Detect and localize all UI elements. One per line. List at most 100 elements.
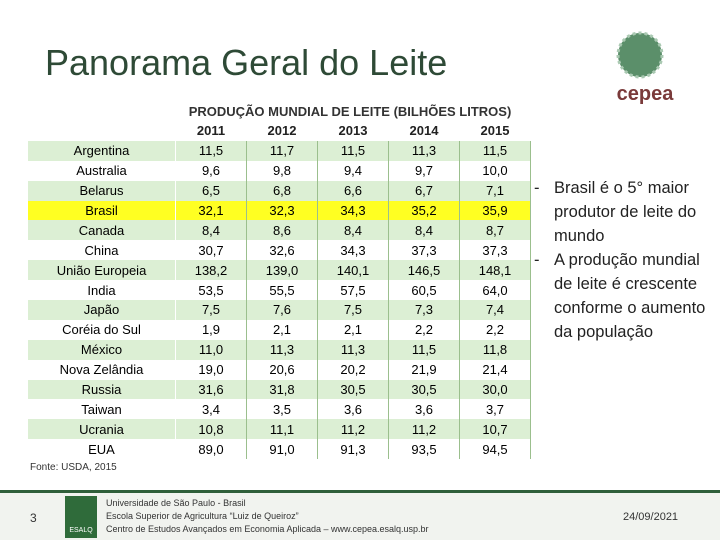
value-cell: 30,0: [459, 379, 531, 400]
value-cell: 19,0: [175, 359, 247, 380]
value-cell: 9,7: [388, 160, 460, 181]
value-cell: 148,1: [459, 260, 531, 281]
value-cell: 89,0: [175, 439, 247, 460]
value-cell: 9,4: [317, 160, 389, 181]
value-cell: 35,2: [388, 200, 460, 221]
table-row: India 53,5 55,5 57,5 60,5 64,0: [28, 280, 531, 301]
value-cell: 91,0: [246, 439, 318, 460]
value-cell: 64,0: [459, 280, 531, 301]
value-cell: 8,4: [388, 220, 460, 241]
slide-title: Panorama Geral do Leite: [45, 42, 448, 83]
value-cell: 21,9: [388, 359, 460, 380]
value-cell: 94,5: [459, 439, 531, 460]
value-cell: 6,5: [175, 180, 247, 201]
table-caption: PRODUÇÃO MUNDIAL DE LEITE (BILHÕES LITRO…: [188, 104, 512, 119]
value-cell: 11,3: [388, 140, 460, 161]
value-cell: 2,1: [246, 319, 318, 340]
value-cell: 31,6: [175, 379, 247, 400]
table-row: Ucrania 10,8 11,1 11,2 11,2 10,7: [28, 419, 531, 440]
value-cell: 8,4: [175, 220, 247, 241]
value-cell: 11,5: [317, 140, 389, 161]
page-number: 3: [30, 511, 37, 525]
date: 24/09/2021: [623, 511, 679, 523]
value-cell: 10,0: [459, 160, 531, 181]
value-cell: 91,3: [317, 439, 389, 460]
bullets: Brasil é o 5° maior produtor de leite do…: [530, 176, 710, 344]
footer-lines: Universidade de São Paulo - Brasil Escola…: [106, 497, 429, 536]
table-row: Taiwan 3,4 3,5 3,6 3,6 3,7: [28, 399, 531, 420]
table-row: Japão 7,5 7,6 7,5 7,3 7,4: [28, 300, 531, 320]
country-cell: Taiwan: [28, 399, 176, 420]
esalq-logo: ESALQ: [65, 496, 97, 538]
value-cell: 9,6: [175, 160, 247, 181]
value-cell: 6,8: [246, 180, 318, 201]
footer-line: Escola Superior de Agricultura “Luiz de …: [106, 511, 299, 521]
value-cell: 37,3: [388, 240, 460, 261]
country-cell: Australia: [28, 160, 176, 181]
value-cell: 11,8: [459, 339, 531, 360]
value-cell: 34,3: [317, 200, 389, 221]
value-cell: 9,8: [246, 160, 318, 181]
value-cell: 2,2: [388, 319, 460, 340]
value-cell: 60,5: [388, 280, 460, 301]
value-cell: 31,8: [246, 379, 318, 400]
value-cell: 30,5: [388, 379, 460, 400]
value-cell: 146,5: [388, 260, 460, 281]
source: Fonte: USDA, 2015: [30, 462, 117, 473]
value-cell: 11,3: [246, 339, 318, 360]
country-cell: India: [28, 280, 176, 301]
logo-ring: [616, 31, 664, 79]
value-cell: 35,9: [459, 200, 531, 221]
table-row: Russia 31,6 31,8 30,5 30,5 30,0: [28, 379, 531, 400]
year-header: 2012: [246, 121, 318, 141]
value-cell: 138,2: [175, 260, 247, 281]
year-header: 2014: [388, 121, 460, 141]
value-cell: 11,2: [388, 419, 460, 440]
value-cell: 57,5: [317, 280, 389, 301]
value-cell: 93,5: [388, 439, 460, 460]
value-cell: 7,3: [388, 300, 460, 320]
value-cell: 32,6: [246, 240, 318, 261]
bullet: Brasil é o 5° maior produtor de leite do…: [530, 176, 710, 248]
value-cell: 8,7: [459, 220, 531, 241]
value-cell: 11,2: [317, 419, 389, 440]
value-cell: 139,0: [246, 260, 318, 281]
value-cell: 11,0: [175, 339, 247, 360]
table-row: Argentina 11,5 11,7 11,5 11,3 11,5: [28, 140, 531, 161]
value-cell: 7,4: [459, 300, 531, 320]
value-cell: 55,5: [246, 280, 318, 301]
value-cell: 10,8: [175, 419, 247, 440]
value-cell: 7,5: [175, 300, 247, 320]
value-cell: 30,7: [175, 240, 247, 261]
value-cell: 10,7: [459, 419, 531, 440]
value-cell: 53,5: [175, 280, 247, 301]
table-row: EUA 89,0 91,0 91,3 93,5 94,5: [28, 439, 531, 460]
value-cell: 8,4: [317, 220, 389, 241]
logo-text: cepea: [617, 83, 675, 105]
year-header: 2013: [317, 121, 389, 141]
cepea-logo: cepea: [616, 31, 675, 105]
milk-table: 2011 2012 2013 2014 2015 Argentina 11,5 11,7 11,…: [28, 121, 531, 460]
value-cell: 3,6: [317, 399, 389, 420]
year-header: 2015: [459, 121, 531, 141]
value-cell: 2,1: [317, 319, 389, 340]
footer: 3 ESALQ Universidade de São Paulo - Bras…: [0, 490, 720, 540]
country-cell: China: [28, 240, 176, 261]
table-row: União Europeia 138,2 139,0 140,1 146,5 148,1: [28, 260, 531, 281]
value-cell: 32,1: [175, 200, 247, 221]
footer-line: Centro de Estudos Avançados em Economia …: [106, 524, 429, 534]
value-cell: 6,7: [388, 180, 460, 201]
value-cell: 20,6: [246, 359, 318, 380]
country-cell: Russia: [28, 379, 176, 400]
country-cell: União Europeia: [28, 260, 176, 281]
country-cell: EUA: [28, 439, 176, 460]
value-cell: 21,4: [459, 359, 531, 380]
value-cell: 11,5: [175, 140, 247, 161]
table-row: Coréia do Sul 1,9 2,1 2,1 2,2 2,2: [28, 319, 531, 340]
value-cell: 7,6: [246, 300, 318, 320]
value-cell: 140,1: [317, 260, 389, 281]
value-cell: 30,5: [317, 379, 389, 400]
table-row: Australia 9,6 9,8 9,4 9,7 10,0: [28, 160, 531, 181]
value-cell: 11,3: [317, 339, 389, 360]
table-row: China 30,7 32,6 34,3 37,3 37,3: [28, 240, 531, 261]
